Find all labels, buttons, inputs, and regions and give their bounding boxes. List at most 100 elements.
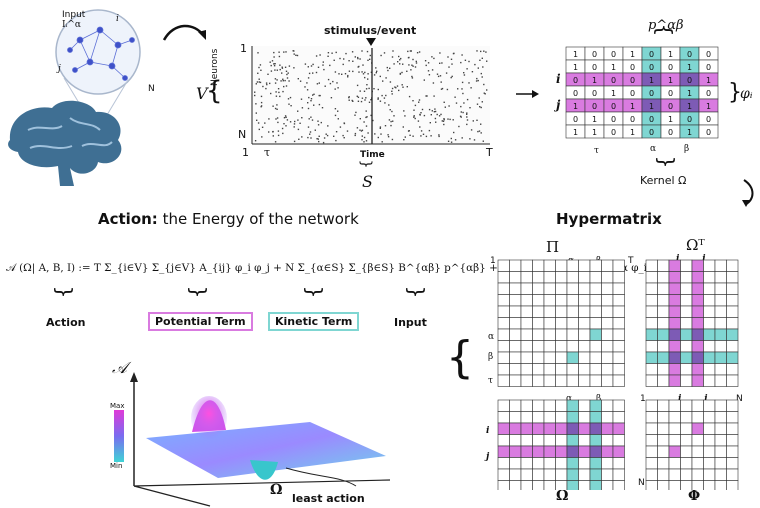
omega-t-cell (703, 317, 716, 330)
spike-dot (447, 140, 450, 142)
spike-dot (370, 114, 372, 117)
spike-dot (391, 90, 393, 92)
omega-t-cell (714, 340, 727, 353)
pi-cell (578, 294, 591, 307)
omega-cell (532, 480, 545, 490)
matrix-cell-value: 0 (592, 102, 597, 111)
spike-dot (391, 56, 394, 58)
pi-cell (589, 374, 602, 387)
spike-dot (444, 106, 446, 108)
phi-cell (691, 434, 704, 447)
omega-cell (520, 422, 533, 435)
omega-t-cell (703, 328, 716, 341)
spike-dot (285, 116, 287, 118)
spike-dot (393, 63, 395, 65)
spike-dot (342, 63, 344, 66)
spike-dot (367, 59, 369, 61)
pi-cell (578, 351, 591, 364)
spike-dot (319, 54, 321, 56)
phi-cell (668, 399, 681, 412)
phi-cell (703, 445, 716, 458)
pi-cell (520, 259, 533, 272)
omega-cell (578, 457, 591, 470)
spike-dot (486, 89, 488, 91)
set-V-label: V (196, 84, 208, 103)
spike-dot (406, 70, 408, 72)
spike-dot (440, 81, 442, 83)
omega-t-cell (691, 351, 704, 364)
pi-cell (566, 259, 579, 272)
omega-cell (509, 445, 522, 458)
spike-dot (294, 120, 296, 123)
spike-dot (365, 116, 367, 119)
phi-cell (726, 422, 739, 435)
spike-dot (272, 131, 274, 133)
spike-dot (480, 132, 482, 134)
omega-t-cell (680, 351, 693, 364)
matrix-cell-value: 1 (649, 102, 654, 111)
spike-dot (268, 118, 270, 120)
spike-dot (269, 82, 271, 85)
spike-dot (334, 108, 337, 110)
spike-dot (396, 85, 399, 87)
omega-t-cell (691, 317, 704, 330)
omega-cell (509, 457, 522, 470)
om-j-left: j (486, 452, 490, 462)
pi-cell (555, 374, 568, 387)
pi-cell (612, 294, 625, 307)
hypermatrix-grid (497, 259, 739, 490)
spike-dot (433, 95, 435, 97)
omega-cell (532, 434, 545, 447)
pi-cell (520, 271, 533, 284)
pi-cell (532, 374, 545, 387)
spike-dot (278, 55, 281, 58)
phi-cell (657, 399, 670, 412)
omega-t-cell (657, 305, 670, 318)
omega-t-cell (691, 340, 704, 353)
spike-dot (439, 75, 442, 77)
matrix-cell-value: 1 (611, 89, 616, 98)
spike-dot (297, 119, 299, 121)
spike-dot (399, 73, 401, 75)
pi-cell (555, 282, 568, 295)
omega-t-label: Ωᵀ (686, 236, 705, 254)
omega-cell (612, 434, 625, 447)
phi-cell (668, 434, 681, 447)
spike-dot (342, 134, 344, 137)
spike-dot (474, 63, 476, 66)
omega-cell (509, 480, 522, 490)
pi-cell (520, 282, 533, 295)
spike-dot (397, 61, 399, 63)
phi-cell (703, 422, 716, 435)
omega-cell (520, 445, 533, 458)
omega-cell (509, 399, 522, 412)
pi-cell (612, 305, 625, 318)
phi-cell (668, 457, 681, 470)
omega-t-cell (691, 374, 704, 387)
spike-dot (478, 97, 480, 99)
spike-dot (347, 74, 349, 77)
spike-dot (393, 115, 395, 117)
spike-dot (462, 111, 464, 114)
spike-dot (334, 71, 337, 73)
pi-cell (566, 305, 579, 318)
omega-t-cell (657, 259, 670, 272)
matrix-cell-value: 1 (668, 115, 673, 124)
spike-dot (387, 69, 389, 72)
spike-dot (339, 126, 342, 128)
spike-dot (337, 118, 339, 120)
pi-cell (532, 305, 545, 318)
omega-cell (578, 399, 591, 412)
pi-cell (555, 340, 568, 353)
spike-dot (296, 54, 299, 57)
omega-cell (601, 411, 614, 424)
spike-dot (390, 124, 392, 127)
spike-dot (448, 105, 450, 107)
spike-dot (379, 75, 381, 78)
spike-dot (273, 56, 275, 58)
spike-dot (363, 121, 365, 123)
phi-cell (680, 457, 693, 470)
omega-t-cell (668, 282, 681, 295)
hypermatrix-title: Hypermatrix (556, 210, 662, 228)
spike-dot (273, 51, 275, 54)
